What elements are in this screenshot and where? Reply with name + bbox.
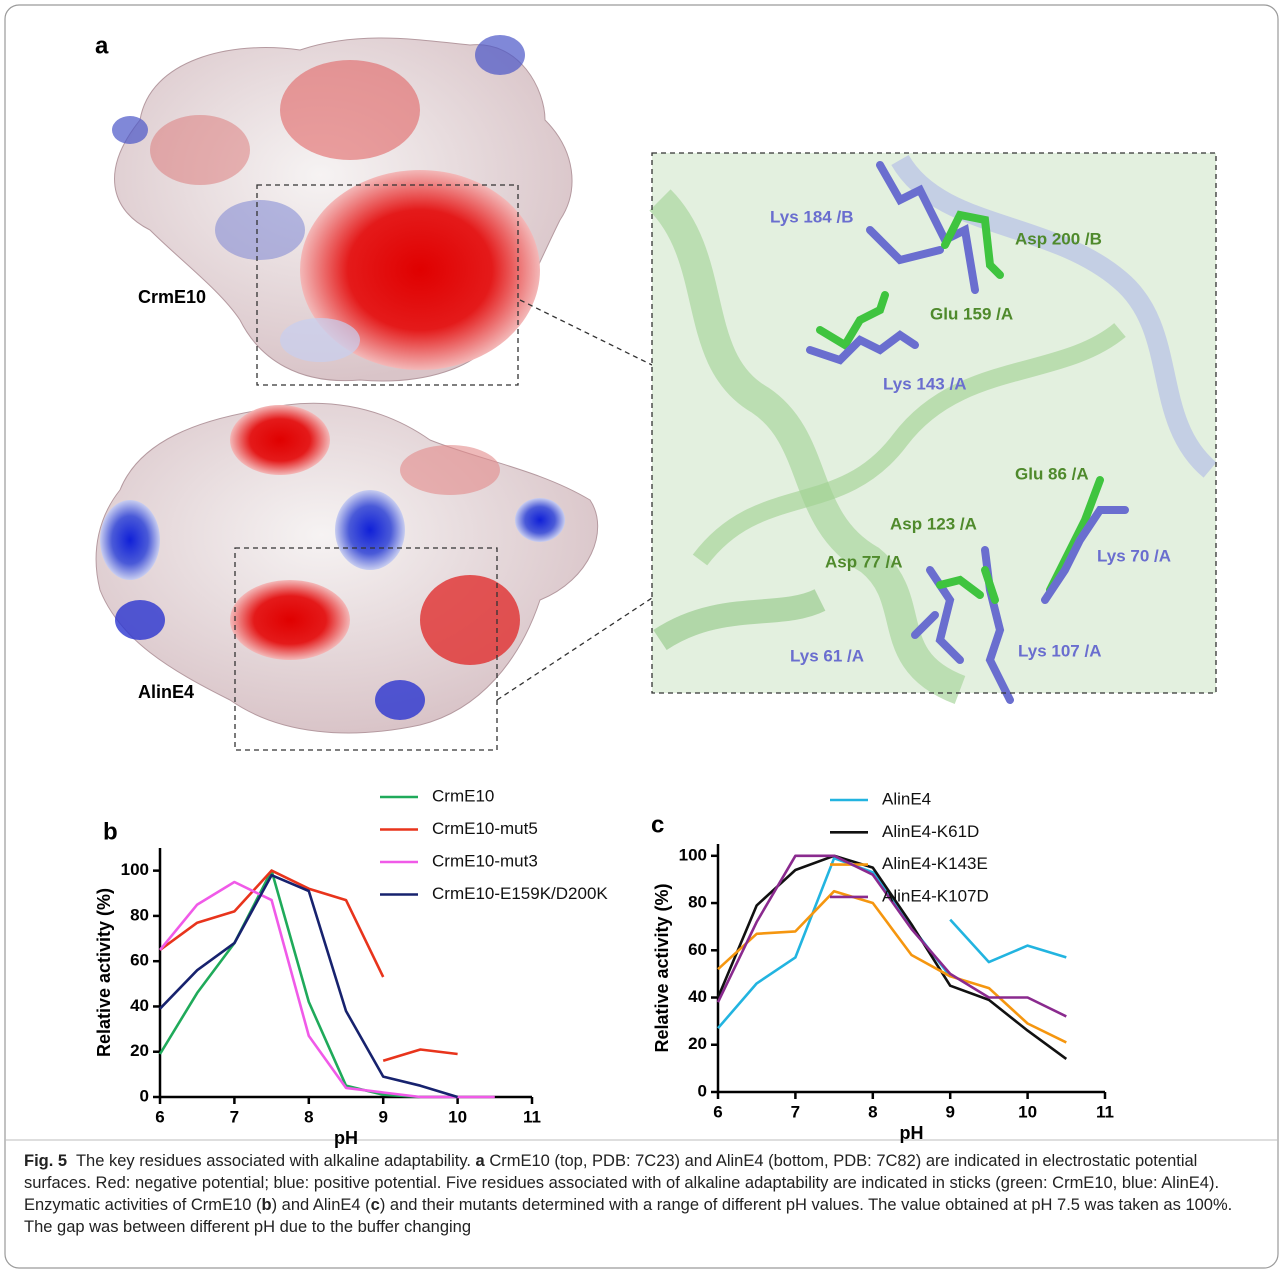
caption-text: b (261, 1196, 272, 1214)
legend-label: AlinE4-K143E (882, 854, 988, 873)
y-tick-label: 40 (688, 987, 707, 1006)
connector (496, 597, 653, 701)
y-tick-label: 60 (130, 951, 149, 970)
x-tick-label: 9 (945, 1102, 954, 1121)
caption-text: a (475, 1152, 485, 1170)
y-tick-label: 80 (130, 905, 149, 924)
legend-label: CrmE10-mut3 (432, 851, 538, 870)
legend-label: CrmE10 (432, 786, 494, 805)
x-tick-label: 8 (304, 1107, 313, 1126)
y-axis-title: Relative activity (%) (652, 883, 672, 1052)
y-tick-label: 40 (130, 996, 149, 1015)
legend-label: CrmE10-mut5 (432, 819, 538, 838)
series-line (716, 854, 1067, 1018)
residue-label: Asp 77 /A (825, 552, 902, 571)
y-tick-label: 100 (679, 845, 707, 864)
y-tick-label: 0 (698, 1081, 707, 1100)
protein-label: AlinE4 (138, 682, 194, 702)
legend-label: AlinE4 (882, 789, 931, 808)
legend-label: AlinE4-K61D (882, 822, 979, 841)
caption: Fig. 5 The key residues associated with … (24, 1150, 1239, 1238)
connector (519, 299, 653, 366)
residue-label: Glu 86 /A (1015, 464, 1089, 483)
series-line (159, 869, 458, 1063)
residue-label: Lys 143 /A (883, 374, 966, 393)
protein-label: CrmE10 (138, 287, 206, 307)
residue-label: Glu 159 /A (930, 304, 1013, 323)
residue-label: Lys 61 /A (790, 646, 864, 665)
panel-label: a (95, 32, 109, 59)
y-tick-label: 0 (140, 1086, 149, 1105)
caption-label: Fig. 5 (24, 1152, 68, 1170)
x-axis-title: pH (334, 1128, 358, 1148)
x-tick-label: 9 (378, 1107, 387, 1126)
x-axis-title: pH (900, 1123, 924, 1143)
legend-label: AlinE4-K107D (882, 886, 989, 905)
y-tick-label: 80 (688, 893, 707, 912)
series-line (159, 873, 458, 1099)
panel-label: c (651, 811, 664, 838)
x-tick-label: 10 (1018, 1102, 1037, 1121)
y-tick-label: 20 (688, 1034, 707, 1053)
x-tick-label: 10 (448, 1107, 467, 1126)
x-tick-label: 8 (868, 1102, 877, 1121)
figure-frame (4, 4, 1279, 1269)
caption-text: ) and their mutants determined with a ra… (24, 1196, 1237, 1236)
caption-text: ) and AlinE4 ( (271, 1196, 371, 1214)
residue-label: Lys 184 /B (770, 207, 853, 226)
residue-label: Lys 107 /A (1018, 641, 1101, 660)
series-line (158, 869, 421, 1099)
zoom-box-bottom (234, 547, 498, 751)
series-line (717, 889, 1067, 1044)
x-tick-label: 6 (713, 1102, 722, 1121)
legend-label: CrmE10-E159K/D200K (432, 884, 608, 903)
x-tick-label: 6 (155, 1107, 164, 1126)
series-line (717, 856, 1067, 1030)
y-tick-label: 20 (130, 1041, 149, 1060)
crme10-surface (112, 35, 573, 382)
zoom-box-top (256, 184, 519, 386)
x-tick-label: 11 (1096, 1102, 1114, 1121)
caption-text: c (370, 1196, 380, 1214)
structure-detail (648, 152, 1217, 705)
series-line (158, 880, 495, 1099)
y-axis-title: Relative activity (%) (94, 888, 114, 1057)
aline4-surface (95, 402, 599, 734)
residue-label: Asp 123 /A (890, 514, 977, 533)
x-tick-label: 7 (230, 1107, 239, 1126)
caption-text: CrmE10 (top, PDB: 7C23) and AlinE4 (bott… (24, 1152, 1224, 1214)
y-tick-label: 100 (121, 860, 149, 879)
residue-label: Lys 70 /A (1097, 546, 1171, 565)
residue-label: Asp 200 /B (1015, 229, 1102, 248)
x-tick-label: 7 (791, 1102, 800, 1121)
caption-text: The key residues associated with alkalin… (67, 1152, 476, 1170)
y-tick-label: 60 (688, 940, 707, 959)
x-tick-label: 11 (523, 1107, 541, 1126)
panel-label: b (103, 818, 118, 845)
